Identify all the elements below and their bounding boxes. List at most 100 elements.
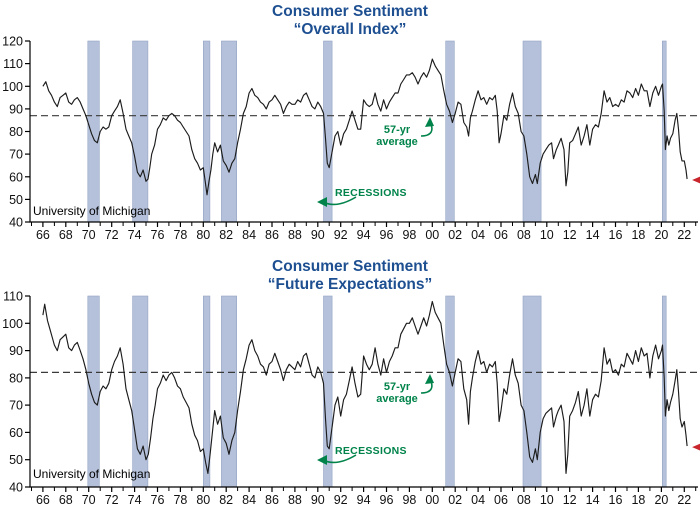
x-tick-label: 88 <box>288 228 302 242</box>
x-tick-label: 84 <box>242 228 256 242</box>
x-tick-label: 08 <box>517 228 531 242</box>
x-tick-label: 78 <box>173 228 187 242</box>
y-tick-label: 50 <box>9 453 23 467</box>
x-tick-label: 00 <box>425 493 439 506</box>
x-tick-label: 22 <box>677 493 691 506</box>
y-tick-label: 70 <box>9 148 23 162</box>
x-tick-label: 08 <box>517 493 531 506</box>
x-tick-label: 18 <box>631 493 645 506</box>
x-tick-label: 14 <box>586 228 600 242</box>
series-line <box>42 300 688 474</box>
x-tick-label: 16 <box>609 228 623 242</box>
top-average-callout-label: 57-yr average <box>366 124 428 148</box>
x-tick-label: 90 <box>311 228 325 242</box>
y-tick-label: 60 <box>9 170 23 184</box>
x-tick-label: 10 <box>540 493 554 506</box>
x-tick-label: 88 <box>288 493 302 506</box>
x-tick-label: 96 <box>380 228 394 242</box>
x-tick-label: 66 <box>36 493 50 506</box>
top-recessions-label: RECESSIONS <box>335 187 407 199</box>
recession-band <box>522 295 542 488</box>
x-tick-label: 82 <box>219 493 233 506</box>
recession-band <box>445 40 455 223</box>
x-tick-label: 22 <box>677 228 691 242</box>
top-chart-title-line1: Consumer Sentiment <box>272 3 428 20</box>
bottom-recessions-label: RECESSIONS <box>335 445 407 457</box>
x-tick-label: 72 <box>105 228 119 242</box>
x-tick-label: 12 <box>563 228 577 242</box>
y-tick-label: 120 <box>2 35 23 49</box>
x-tick-label: 04 <box>471 493 485 506</box>
recession-band <box>661 40 667 223</box>
x-tick-label: 20 <box>654 228 668 242</box>
x-tick-label: 94 <box>357 493 371 506</box>
recession-band <box>203 295 211 488</box>
recession-band <box>87 40 100 223</box>
x-tick-label: 04 <box>471 228 485 242</box>
recession-band <box>221 40 237 223</box>
x-tick-label: 78 <box>173 493 187 506</box>
x-tick-label: 86 <box>265 493 279 506</box>
x-tick-label: 14 <box>586 493 600 506</box>
recession-band <box>221 295 237 488</box>
y-tick-label: 110 <box>3 57 23 71</box>
x-tick-label: 92 <box>334 228 348 242</box>
y-tick-label: 100 <box>2 80 23 94</box>
x-tick-label: 02 <box>448 493 462 506</box>
recession-band <box>132 40 149 223</box>
x-tick-label: 70 <box>82 493 96 506</box>
top-average-callout-line2: average <box>376 136 418 148</box>
latest-value-arrow <box>692 176 700 184</box>
y-tick-label: 90 <box>9 102 23 116</box>
y-tick-label: 100 <box>2 317 23 331</box>
x-tick-label: 70 <box>82 228 96 242</box>
recessions-callout-arrowhead <box>317 197 327 207</box>
x-tick-label: 84 <box>242 493 256 506</box>
series-line <box>42 58 688 196</box>
x-tick-label: 94 <box>357 228 371 242</box>
x-tick-label: 74 <box>128 228 142 242</box>
y-tick-label: 80 <box>9 371 23 385</box>
bottom-chart-title-line1: Consumer Sentiment <box>272 258 428 275</box>
y-tick-label: 40 <box>9 216 23 230</box>
x-tick-label: 12 <box>563 493 577 506</box>
y-tick-label: 50 <box>9 193 23 207</box>
x-tick-label: 16 <box>609 493 623 506</box>
x-tick-label: 92 <box>334 493 348 506</box>
y-tick-label: 90 <box>9 344 23 358</box>
y-tick-label: 40 <box>9 481 23 495</box>
x-tick-label: 98 <box>402 228 416 242</box>
bottom-average-callout-label: 57-yr average <box>366 381 428 405</box>
y-tick-label: 110 <box>3 290 23 304</box>
x-tick-label: 06 <box>494 228 508 242</box>
y-tick-label: 80 <box>9 125 23 139</box>
y-tick-label: 70 <box>9 399 23 413</box>
bottom-source-label: University of Michigan <box>33 467 151 481</box>
x-tick-label: 68 <box>59 493 73 506</box>
x-tick-label: 66 <box>36 228 50 242</box>
x-tick-label: 74 <box>128 493 142 506</box>
axes <box>29 296 698 488</box>
bottom-average-callout-line1: 57-yr <box>383 381 411 393</box>
average-callout-arrowhead <box>425 117 434 127</box>
top-source-label: University of Michigan <box>33 204 151 218</box>
x-tick-label: 82 <box>219 228 233 242</box>
x-tick-label: 10 <box>540 228 554 242</box>
x-tick-label: 72 <box>105 493 119 506</box>
x-tick-label: 76 <box>151 228 165 242</box>
bottom-average-callout-line2: average <box>376 393 418 405</box>
x-tick-label: 96 <box>380 493 394 506</box>
x-tick-label: 00 <box>425 228 439 242</box>
x-tick-label: 02 <box>448 228 462 242</box>
chart-overall-index: 66 68 70 72 74 76 78 80 82 84 86 88 90 92 94 96 98 00 02 04… <box>2 35 700 242</box>
x-tick-label: 18 <box>631 228 645 242</box>
y-tick-label: 60 <box>9 426 23 440</box>
recessions-callout-arrowhead <box>317 455 327 465</box>
average-callout-arrowhead <box>425 374 434 384</box>
x-tick-label: 76 <box>151 493 165 506</box>
x-tick-label: 90 <box>311 493 325 506</box>
bottom-chart-title-line2: “Future Expectations” <box>267 276 433 293</box>
x-tick-label: 20 <box>654 493 668 506</box>
